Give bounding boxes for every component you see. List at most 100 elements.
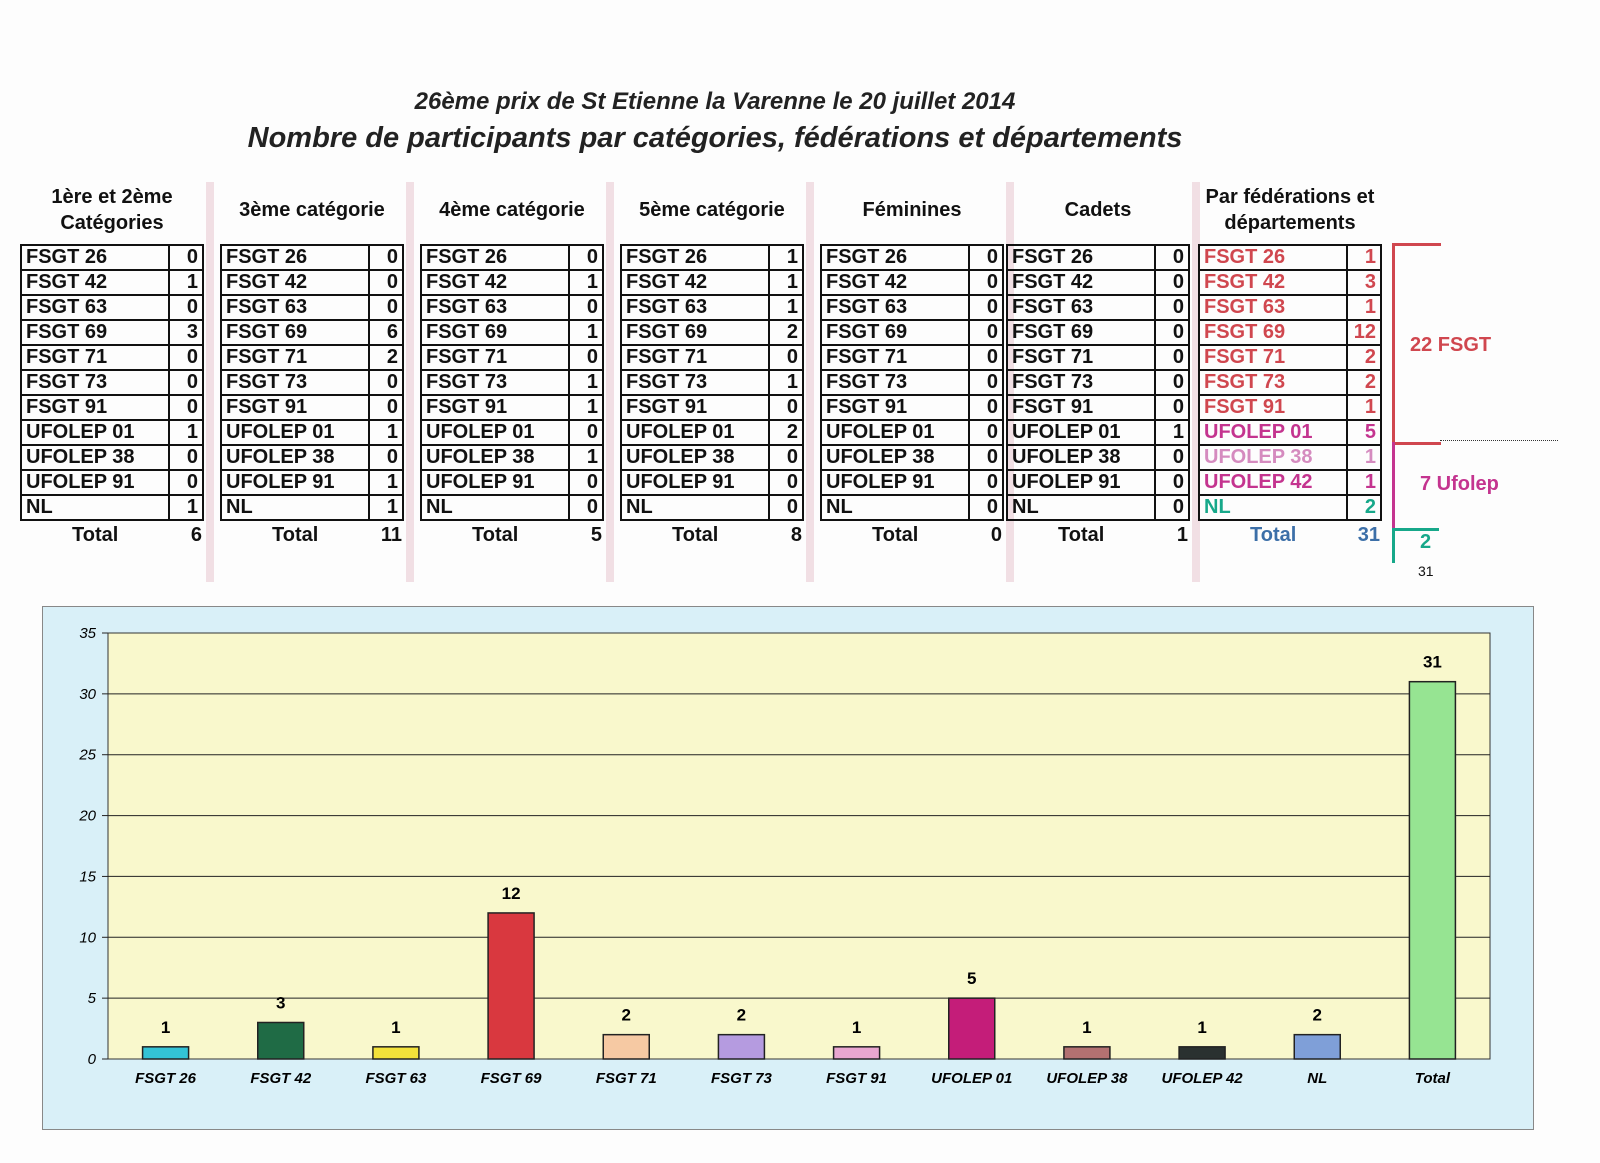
table-row: FSGT 42 1 [420,269,604,296]
table-row: UFOLEP 91 0 [620,469,804,496]
y-tick-label: 30 [79,686,96,703]
count-cell: 1 [768,294,804,321]
chart-title: Nombre de participants par catégories, f… [247,122,1183,154]
count-cell: 0 [968,344,1004,371]
federation-cell: FSGT 26 [1198,244,1348,271]
count-cell: 0 [1154,369,1190,396]
table-row: FSGT 71 0 [420,344,604,371]
federation-cell: FSGT 69 [820,319,970,346]
fsgt-bracket [1392,243,1441,445]
bar-fsgt-42 [257,1021,305,1060]
table-row: UFOLEP 01 1 [1006,419,1190,446]
total-value: 1 [1176,524,1188,546]
table-header: Féminines [862,199,962,221]
total-label: Total [72,524,119,546]
table-row: FSGT 26 0 [1006,244,1190,271]
table-row: FSGT 69 0 [1006,319,1190,346]
federation-cell: FSGT 73 [420,369,570,396]
table-row: UFOLEP 38 1 [420,444,604,471]
table-total: Total 11 [220,524,404,547]
column-separator [1192,182,1200,582]
total-value: 11 [380,524,402,546]
table-row: UFOLEP 91 0 [20,469,204,496]
federation-cell: UFOLEP 42 [1198,469,1348,496]
federation-cell: FSGT 26 [20,244,170,271]
nl-bracket [1392,528,1439,563]
table-row: FSGT 26 0 [820,244,1004,271]
federation-cell: NL [420,494,570,521]
count-cell: 0 [768,494,804,521]
table-body: FSGT 26 1 FSGT 42 3 FSGT 63 1 FSGT 69 12 FSGT 71… [1198,244,1382,521]
federation-cell: NL [220,494,370,521]
data-label: 1 [1082,1018,1091,1037]
count-cell: 1 [568,369,604,396]
table-row: UFOLEP 38 1 [1198,444,1382,471]
table-row: FSGT 69 3 [20,319,204,346]
federation-cell: FSGT 63 [1006,294,1156,321]
count-cell: 1 [1346,469,1382,496]
table-row: FSGT 69 6 [220,319,404,346]
count-cell: 2 [368,344,404,371]
table-row: NL 0 [420,494,604,521]
y-tick-label: 5 [88,990,97,1007]
bar-fsgt-73 [717,1033,766,1060]
category-table-7: Par fédérations et départements FSGT 26 1 F… [1198,176,1382,547]
table-row: FSGT 71 2 [1198,344,1382,371]
federation-cell: FSGT 26 [620,244,770,271]
total-label: Total [1058,524,1105,546]
federation-cell: FSGT 71 [620,344,770,371]
federation-cell: FSGT 42 [820,269,970,296]
table-row: FSGT 42 0 [820,269,1004,296]
federation-cell: FSGT 42 [220,269,370,296]
federation-cell: UFOLEP 01 [220,419,370,446]
table-total: Total 0 [820,524,1004,547]
table-row: FSGT 73 0 [220,369,404,396]
chart-subtitle: 26ème prix de St Etienne la Varenne le 2… [414,88,1016,115]
federation-cell: FSGT 73 [620,369,770,396]
category-table-6: Cadets FSGT 26 0 FSGT 42 0 FSGT 63 0 FSGT 69 0 FS… [1006,176,1200,582]
table-row: FSGT 71 0 [20,344,204,371]
bar-total [1408,680,1457,1060]
count-cell: 0 [768,394,804,421]
count-cell: 0 [368,294,404,321]
table-row: UFOLEP 42 1 [1198,469,1382,496]
federation-cell: FSGT 63 [20,294,170,321]
federation-cell: UFOLEP 91 [20,469,170,496]
total-value: 8 [790,524,802,546]
federation-cell: NL [20,494,170,521]
data-label: 2 [1313,1006,1322,1025]
federation-cell: FSGT 91 [20,394,170,421]
count-cell: 1 [1346,394,1382,421]
federation-cell: UFOLEP 38 [1006,444,1156,471]
count-cell: 2 [1346,344,1382,371]
table-row: FSGT 73 0 [1006,369,1190,396]
count-cell: 0 [968,294,1004,321]
count-cell: 2 [1346,369,1382,396]
data-label: 1 [852,1018,861,1037]
count-cell: 0 [768,469,804,496]
table-row: UFOLEP 01 1 [220,419,404,446]
total-value: 31 [1357,524,1380,546]
table-row: UFOLEP 38 0 [620,444,804,471]
count-cell: 1 [168,419,204,446]
table-row: FSGT 63 1 [1198,294,1382,321]
count-cell: 0 [1154,344,1190,371]
count-cell: 0 [968,369,1004,396]
count-cell: 0 [968,494,1004,521]
count-cell: 0 [368,369,404,396]
bar-fsgt-63 [372,1046,420,1060]
table-body: FSGT 26 0 FSGT 42 1 FSGT 63 0 FSGT 69 3 FSGT 71 0… [20,244,204,521]
table-row: UFOLEP 38 0 [1006,444,1190,471]
table-row: FSGT 63 1 [620,294,804,321]
table-row: NL 1 [220,494,404,521]
federation-cell: FSGT 26 [1006,244,1156,271]
federation-cell: FSGT 63 [220,294,370,321]
federation-cell: FSGT 69 [420,319,570,346]
y-tick-label: 15 [79,868,96,885]
federation-cell: FSGT 71 [1006,344,1156,371]
table-header: Cadets [1064,199,1132,221]
count-cell: 6 [368,319,404,346]
table-row: FSGT 71 0 [620,344,804,371]
table-row: FSGT 42 1 [20,269,204,296]
